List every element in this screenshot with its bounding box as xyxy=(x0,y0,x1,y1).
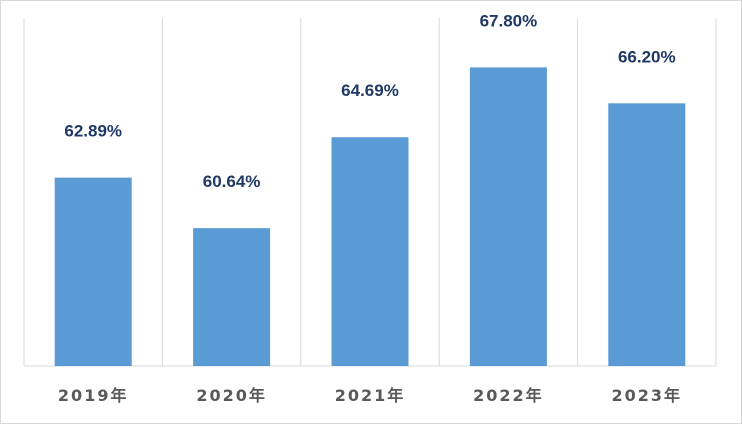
x-axis-labels: 2019年 2020年 2021年 2022年 2023年 xyxy=(58,386,683,405)
bar-2023年 xyxy=(608,103,686,366)
bar-2022年 xyxy=(469,67,547,366)
x-tick-label: 2020年 xyxy=(196,386,267,405)
x-tick-label: 2019年 xyxy=(58,386,129,405)
data-label: 67.80% xyxy=(480,11,538,30)
gridlines xyxy=(23,18,717,367)
bars xyxy=(54,67,686,366)
x-tick-label: 2023年 xyxy=(612,386,683,405)
bar-2019年 xyxy=(54,177,132,366)
x-tick-label: 2021年 xyxy=(335,386,406,405)
bar-2020年 xyxy=(193,228,271,366)
data-label: 62.89% xyxy=(64,122,122,141)
x-tick-label: 2022年 xyxy=(473,386,544,405)
data-label: 64.69% xyxy=(341,81,399,100)
data-labels: 62.89% 60.64% 64.69% 67.80% 66.20% xyxy=(64,11,675,191)
bar-2021年 xyxy=(331,137,409,366)
data-label: 66.20% xyxy=(618,47,676,66)
data-label: 60.64% xyxy=(203,172,261,191)
